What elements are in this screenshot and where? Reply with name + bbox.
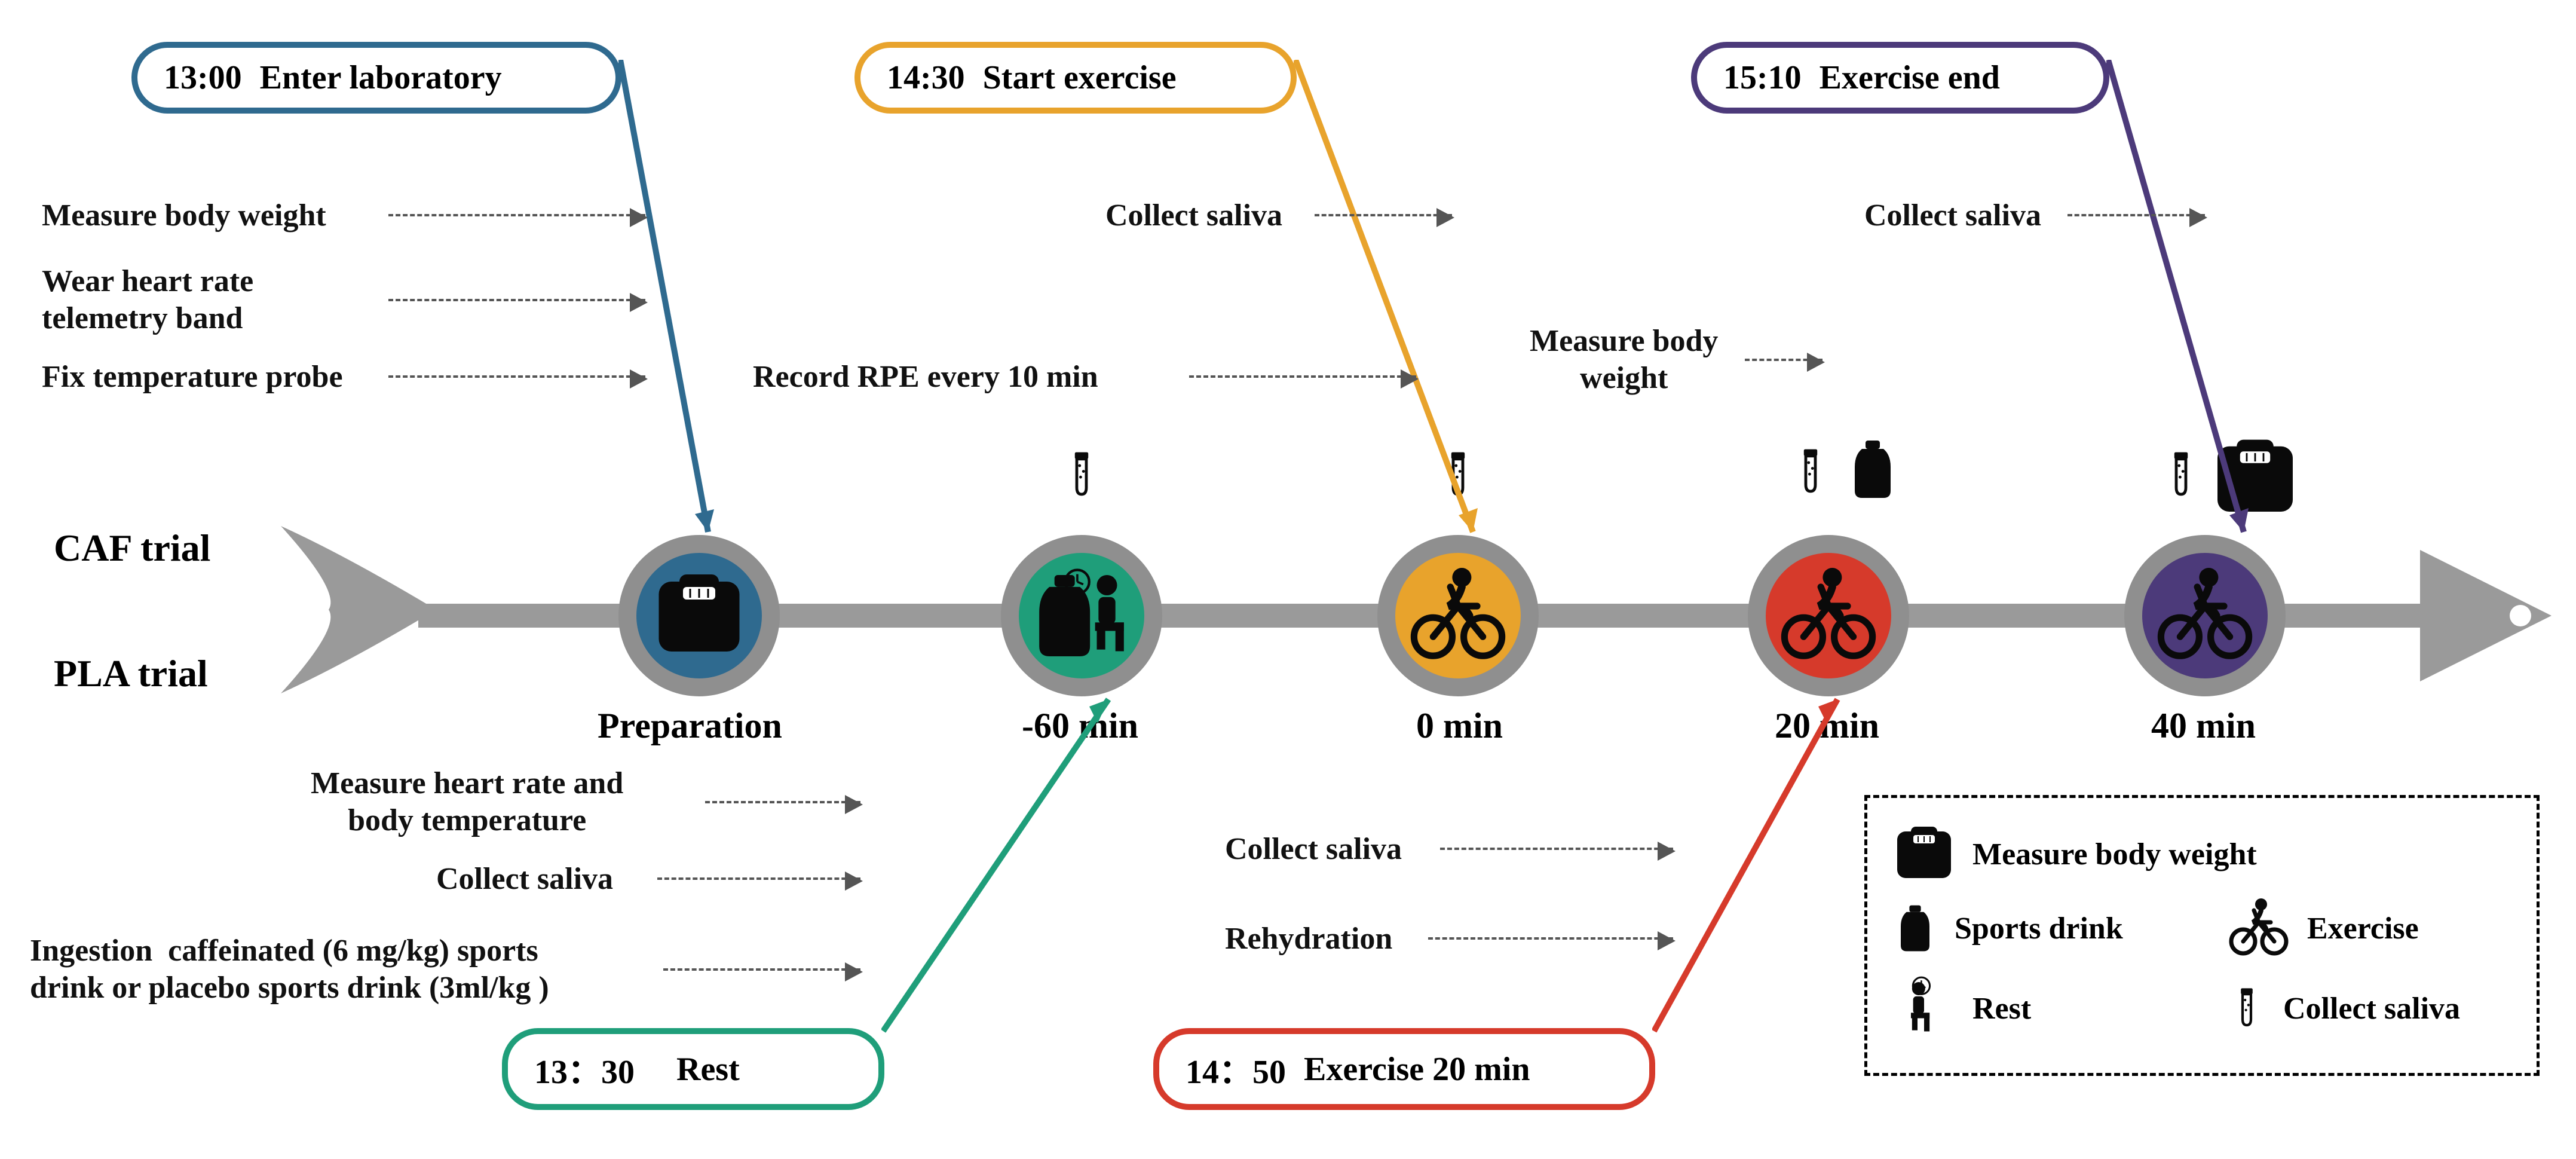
dash-b5 (1428, 937, 1673, 940)
icons-above-m20 (1787, 418, 1903, 520)
dash-1 (388, 214, 645, 216)
legend-tube-label: Collect saliva (2283, 991, 2460, 1026)
connector-1330 (881, 687, 1132, 1034)
pill-1300-text: Enter laboratory (260, 59, 502, 97)
node-label-40min: 40 min (2151, 705, 2256, 747)
task-fix-temp-probe: Fix temperature probe (42, 359, 343, 396)
pill-1300-time: 13:00 (164, 59, 242, 97)
pill-1330: 13：30 Rest (502, 1028, 884, 1110)
pill-1450: 14：50 Exercise 20 min (1153, 1028, 1655, 1110)
task-collect-saliva-top1: Collect saliva (1105, 197, 1282, 234)
node-preparation (618, 535, 780, 696)
icons-above-m60 (1058, 430, 1105, 520)
task-collect-saliva-top2: Collect saliva (1864, 197, 2041, 234)
legend-bottle: Sports drink (1891, 892, 2202, 964)
dash-b1 (705, 801, 860, 803)
legend-scale-label: Measure body weight (1972, 837, 2257, 872)
task-record-rpe: Record RPE every 10 min (753, 359, 1098, 396)
task-collect-saliva-b2: Collect saliva (1225, 831, 1402, 868)
dash-b2 (657, 877, 860, 880)
pill-1330-time: 13：30 (534, 1045, 635, 1093)
node-40min (2124, 535, 2286, 696)
node-label-preparation: Preparation (598, 705, 782, 747)
pill-1450-text: Exercise 20 min (1304, 1050, 1530, 1088)
dash-3 (388, 375, 645, 378)
dash-6 (1745, 359, 1823, 361)
pill-1430-time: 14:30 (887, 59, 965, 97)
task-rehydration: Rehydration (1225, 921, 1392, 958)
legend-rest-label: Rest (1972, 991, 2031, 1026)
task-measure-weight-1: Measure body weight (42, 197, 326, 234)
pill-1430-text: Start exercise (983, 59, 1177, 97)
connector-1430 (1294, 60, 1497, 550)
dash-b3 (663, 968, 860, 971)
pill-1450-time: 14：50 (1186, 1045, 1286, 1093)
legend-bottle-label: Sports drink (1955, 911, 2123, 946)
node-label-0min: 0 min (1416, 705, 1503, 747)
node-minus60 (1001, 535, 1162, 696)
node-20min (1748, 535, 1909, 696)
pill-1330-text: Rest (676, 1050, 740, 1088)
connector-1510 (2106, 60, 2274, 550)
pill-1510-text: Exercise end (1820, 59, 2000, 97)
dash-4 (1315, 214, 1452, 216)
task-wear-hr-band: Wear heart rate telemetry band (42, 263, 253, 338)
task-collect-saliva-b1: Collect saliva (436, 861, 613, 898)
fishtail (257, 520, 436, 699)
dash-5 (1189, 375, 1416, 378)
legend-bike-label: Exercise (2307, 911, 2419, 946)
dash-b4 (1440, 848, 1673, 850)
caf-trial-label: CAF trial (54, 526, 210, 570)
pill-1430: 14:30 Start exercise (854, 42, 1297, 114)
legend-scale: Measure body weight (1891, 824, 2257, 884)
task-measure-weight-2: Measure body weight (1530, 323, 1718, 397)
legend-box: Measure body weight Sports drink Exercis… (1864, 795, 2540, 1076)
pill-1510: 15:10 Exercise end (1691, 42, 2109, 114)
legend-tube: Collect saliva (2226, 973, 2460, 1044)
timeline-arrowhead (2420, 550, 2552, 681)
dash-7 (2067, 214, 2205, 216)
pla-trial-label: PLA trial (54, 652, 208, 696)
legend-rest: Rest (1891, 975, 2202, 1041)
dash-2 (388, 299, 645, 301)
task-measure-hr-temp: Measure heart rate and body temperature (311, 765, 623, 840)
connector-1450 (1652, 687, 1861, 1034)
node-0min (1377, 535, 1539, 696)
pill-1510-time: 15:10 (1723, 59, 1802, 97)
task-ingestion: Ingestion caffeinated (6 mg/kg) sports d… (30, 932, 549, 1007)
legend-bike: Exercise (2226, 898, 2419, 958)
pill-1300: 13:00 Enter laboratory (131, 42, 621, 114)
